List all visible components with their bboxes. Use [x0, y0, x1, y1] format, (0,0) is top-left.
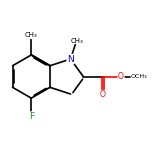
Text: N: N	[67, 55, 74, 64]
Text: O: O	[100, 90, 106, 99]
Text: OCH₃: OCH₃	[131, 74, 148, 79]
Text: CH₃: CH₃	[70, 38, 83, 44]
Text: O: O	[118, 72, 124, 81]
Text: F: F	[29, 112, 34, 121]
Text: CH₃: CH₃	[25, 33, 38, 38]
